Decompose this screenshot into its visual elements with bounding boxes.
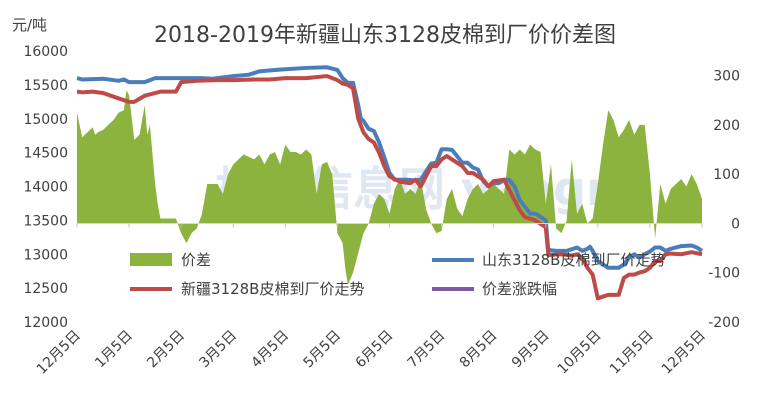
chart-title: 2018-2019年新疆山东3128皮棉到厂价价差图: [154, 23, 616, 48]
right-axis-tick-label: -200: [708, 315, 740, 331]
left-axis-tick-label: 14000: [23, 180, 68, 196]
x-axis-tick-label: 8月5日: [457, 328, 501, 372]
left-axis-tick-label: 15000: [23, 112, 68, 128]
x-axis-tick-label: 3月5日: [196, 328, 240, 372]
right-axis-ticks: -200 -100 0 100 200 300: [708, 69, 740, 331]
series-xinjiang-line: [76, 74, 703, 301]
right-axis-tick-label: 300: [713, 69, 740, 85]
price-lines-layer: [76, 65, 704, 301]
left-axis-unit: 元/吨: [12, 16, 47, 34]
legend-label-shandong: 山东3128B皮棉到厂价走势: [482, 251, 665, 269]
legend-swatch-spread: [130, 253, 172, 266]
left-axis-tick-label: 13500: [23, 213, 68, 229]
legend: 价差 山东3128B皮棉到厂价走势 新疆3128B皮棉到厂价走势 价差涨跌幅: [130, 251, 665, 298]
right-axis-tick-label: -100: [708, 266, 740, 282]
x-axis-ticks: 12月5日 1月5日 2月5日 3月5日 4月5日 5月5日 6月5日 7月5日 8月5日 9月5…: [34, 223, 709, 378]
x-axis-tick-label: 12月5日: [34, 328, 84, 378]
left-axis-tick-label: 15500: [23, 78, 68, 94]
legend-label-spread: 价差: [181, 251, 211, 269]
x-axis-tick-label: 7月5日: [405, 328, 449, 372]
right-axis-tick-label: 0: [731, 216, 740, 232]
x-axis-tick-label: 11月5日: [607, 328, 657, 378]
left-axis-tick-label: 16000: [23, 44, 68, 60]
left-axis-ticks: 12000 12500 13000 13500 14000 14500 15000 15500…: [23, 44, 68, 331]
x-axis-tick-label: 2月5日: [144, 328, 188, 372]
x-axis-tick-label: 5月5日: [301, 328, 345, 372]
legend-label-xinjiang: 新疆3128B皮棉到厂价走势: [181, 280, 364, 298]
x-axis-tick-label: 10月5日: [555, 328, 605, 378]
x-axis-tick-label: 1月5日: [92, 328, 136, 372]
x-axis-tick-label: 4月5日: [248, 328, 292, 372]
series-shandong-line: [76, 65, 704, 270]
left-axis-tick-label: 13000: [23, 247, 68, 263]
x-axis-tick-label: 12月5日: [659, 328, 709, 378]
right-axis-tick-label: 100: [713, 167, 740, 183]
legend-label-spread-change: 价差涨跌幅: [482, 280, 557, 298]
left-axis-tick-label: 14500: [23, 146, 68, 162]
x-axis-tick-label: 6月5日: [353, 328, 397, 372]
left-axis-tick-label: 12500: [23, 281, 68, 297]
x-axis-tick-label: 9月5日: [509, 328, 553, 372]
right-axis-tick-label: 200: [713, 118, 740, 134]
left-axis-tick-label: 12000: [23, 315, 68, 331]
